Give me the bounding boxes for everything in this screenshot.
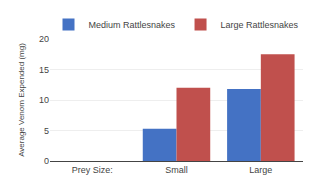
svg-text:Medium Rattlesnakes: Medium Rattlesnakes (89, 20, 176, 30)
svg-text:0: 0 (44, 156, 49, 166)
svg-text:10: 10 (39, 95, 49, 105)
svg-text:Small: Small (165, 165, 188, 175)
svg-text:20: 20 (39, 34, 49, 44)
svg-text:15: 15 (39, 65, 49, 75)
svg-text:5: 5 (44, 126, 49, 136)
svg-text:Average Venom Expended (mg): Average Venom Expended (mg) (17, 43, 26, 157)
svg-text:Prey Size:: Prey Size: (72, 165, 113, 175)
svg-text:Large Rattlesnakes: Large Rattlesnakes (221, 20, 299, 30)
svg-text:Large: Large (249, 165, 272, 175)
